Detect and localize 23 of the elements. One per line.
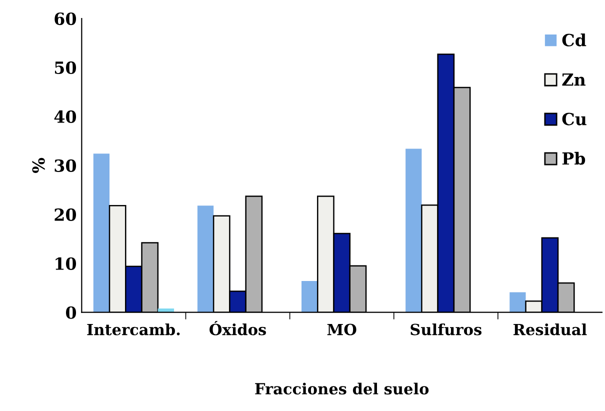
x-axis-title: Fracciones del suelo [255,382,429,395]
y-tick-label: 10 [56,257,76,270]
x-tick-label: MO [327,324,356,336]
y-tick-label: 30 [54,159,76,172]
x-tick-label: Residual [514,323,587,336]
x-tick-label: Óxidos [210,320,266,336]
bar [197,206,214,312]
bar [302,281,318,312]
bar [93,154,110,312]
y-tick-label: 50 [54,61,76,74]
bar [406,148,422,312]
bar [510,292,526,312]
y-tick-label: 40 [54,110,76,124]
legend-label: Pb [562,152,586,165]
y-tick-label: 0 [66,306,76,319]
x-tick-label: Intercamb. [87,323,180,336]
y-tick-label: 20 [54,208,76,221]
y-axis-title: % [32,158,45,173]
legend-label: Zn [562,73,586,86]
y-tick-label: 60 [54,12,76,26]
legend-label: Cd [562,33,586,46]
legend-label: Cu [562,112,586,126]
x-tick-label: Sulfuros [410,323,482,336]
